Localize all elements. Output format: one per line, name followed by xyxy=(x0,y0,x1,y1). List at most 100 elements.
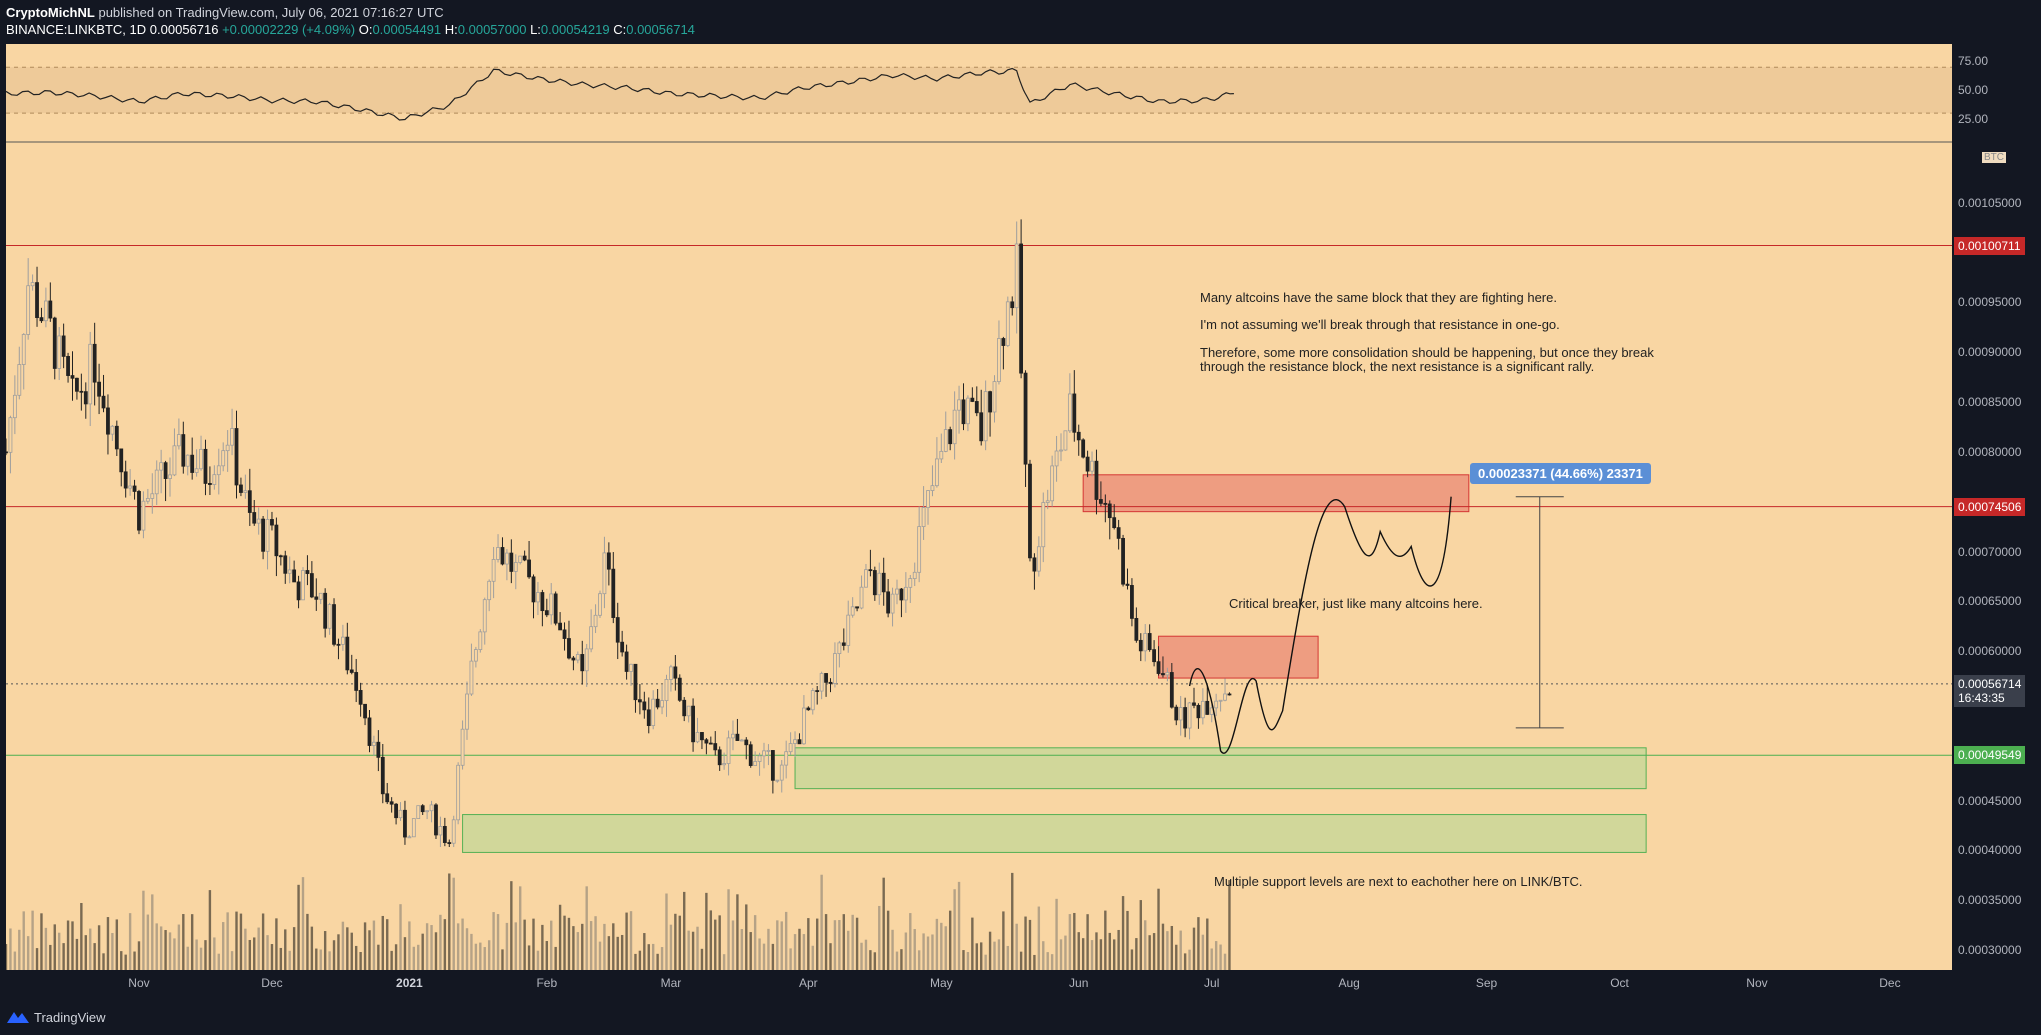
volume-bar xyxy=(629,911,633,970)
volume-bar xyxy=(753,915,757,970)
candle-body xyxy=(1138,639,1143,652)
volume-bar xyxy=(1223,953,1227,970)
support-note[interactable]: Multiple support levels are next to each… xyxy=(1214,874,1583,889)
volume-bar xyxy=(1166,931,1169,970)
currency-unit[interactable]: BTC xyxy=(1982,152,2006,163)
candle-body xyxy=(301,570,305,601)
volume-bar xyxy=(417,944,420,970)
candle-body xyxy=(43,300,48,322)
candle-body xyxy=(704,739,709,744)
volume-bar xyxy=(1228,880,1231,970)
support-zone[interactable] xyxy=(794,747,1647,790)
measure-label[interactable]: 0.00023371 (44.66%) 23371 xyxy=(1470,463,1651,484)
volume-bar xyxy=(66,920,70,970)
candle-body xyxy=(1116,527,1121,539)
candle-body xyxy=(762,750,766,757)
critical-note[interactable]: Critical breaker, just like many altcoin… xyxy=(1229,596,1483,611)
volume-bar xyxy=(1126,910,1129,970)
volume-bar xyxy=(377,944,380,970)
candle-body xyxy=(403,809,407,838)
volume-bar xyxy=(784,911,788,970)
candle-body xyxy=(615,617,620,643)
candle-body xyxy=(850,606,855,616)
volume-bar xyxy=(731,920,735,970)
candle-body xyxy=(868,569,873,572)
volume-bar xyxy=(133,951,136,970)
candle-body xyxy=(176,434,181,447)
candle-body xyxy=(677,677,682,701)
volume-bar xyxy=(767,928,770,970)
volume-bar xyxy=(718,915,721,970)
volume-bar xyxy=(288,950,291,970)
note-line-2[interactable]: I'm not assuming we'll break through tha… xyxy=(1200,317,1560,332)
rsi-pane[interactable] xyxy=(6,44,1952,143)
candle-body xyxy=(482,599,487,633)
note-line-3a[interactable]: Therefore, some more consolidation shoul… xyxy=(1200,345,1654,360)
candle-body xyxy=(1143,633,1148,652)
volume-bar xyxy=(935,918,939,970)
volume-bar xyxy=(421,933,424,970)
symbol-label[interactable]: BINANCE:LINKBTC, 1D xyxy=(6,22,147,37)
candle-body xyxy=(345,636,350,671)
note-line-1[interactable]: Many altcoins have the same block that t… xyxy=(1200,290,1557,305)
volume-bar xyxy=(1090,940,1094,970)
candle-body xyxy=(6,451,8,454)
price-tick-label: 0.00035000 xyxy=(1958,893,2022,908)
volume-bar xyxy=(261,913,265,970)
close-label: C: xyxy=(613,22,627,37)
author-name[interactable]: CryptoMichNL xyxy=(6,5,95,20)
rsi-tick-label: 25.00 xyxy=(1958,111,1989,126)
candle-body xyxy=(770,750,775,781)
candle-body xyxy=(8,417,13,453)
volume-bar xyxy=(802,934,806,970)
volume-bar xyxy=(465,928,469,970)
candle-body xyxy=(562,629,567,639)
price-tick-label: 0.00065000 xyxy=(1958,594,2022,609)
volume-bar xyxy=(75,938,79,970)
candle-body xyxy=(66,355,70,376)
resistance-zone[interactable] xyxy=(1082,474,1470,513)
volume-bar xyxy=(687,930,690,970)
support-zone[interactable] xyxy=(462,814,1647,853)
candle-body xyxy=(212,474,217,485)
volume-bar xyxy=(151,894,154,970)
volume-bar xyxy=(625,912,628,970)
volume-bar xyxy=(758,938,761,970)
candle-body xyxy=(252,512,257,524)
volume-bar xyxy=(350,932,353,970)
open-label: O: xyxy=(358,22,373,37)
volume-bar xyxy=(452,877,455,970)
candle-body xyxy=(1165,672,1170,676)
candle-body xyxy=(221,450,226,467)
volume-bar xyxy=(749,932,752,970)
candle-body xyxy=(575,654,580,661)
volume-bar xyxy=(651,943,655,970)
candle-body xyxy=(230,428,234,446)
tradingview-logo-icon[interactable] xyxy=(6,1009,30,1025)
rsi-tick-label: 75.00 xyxy=(1958,54,1989,69)
candle-body xyxy=(700,732,704,741)
volume-bar xyxy=(558,904,562,970)
volume-bar xyxy=(1197,917,1200,970)
volume-bar xyxy=(864,939,868,970)
volume-bar xyxy=(789,948,792,970)
time-tick-label: 2021 xyxy=(396,976,423,990)
projection-path[interactable] xyxy=(1188,496,1452,754)
price-pane[interactable] xyxy=(6,143,1952,970)
candle-body xyxy=(669,666,673,680)
candle-body xyxy=(766,750,771,752)
candle-body xyxy=(739,739,744,742)
candle-body xyxy=(367,717,372,746)
volume-bar xyxy=(1033,954,1036,970)
note-line-3b[interactable]: through the resistance block, the next r… xyxy=(1200,359,1595,374)
candle-body xyxy=(434,804,438,836)
volume-bar xyxy=(926,936,930,970)
candle-body xyxy=(1161,673,1165,676)
volume-bar xyxy=(186,946,189,970)
candle-body xyxy=(810,690,815,711)
candle-body xyxy=(349,669,354,673)
candle-body xyxy=(966,397,970,425)
chart-canvas[interactable] xyxy=(6,44,1952,970)
brand-name[interactable]: TradingView xyxy=(34,1010,106,1025)
volume-bar xyxy=(1214,941,1218,970)
